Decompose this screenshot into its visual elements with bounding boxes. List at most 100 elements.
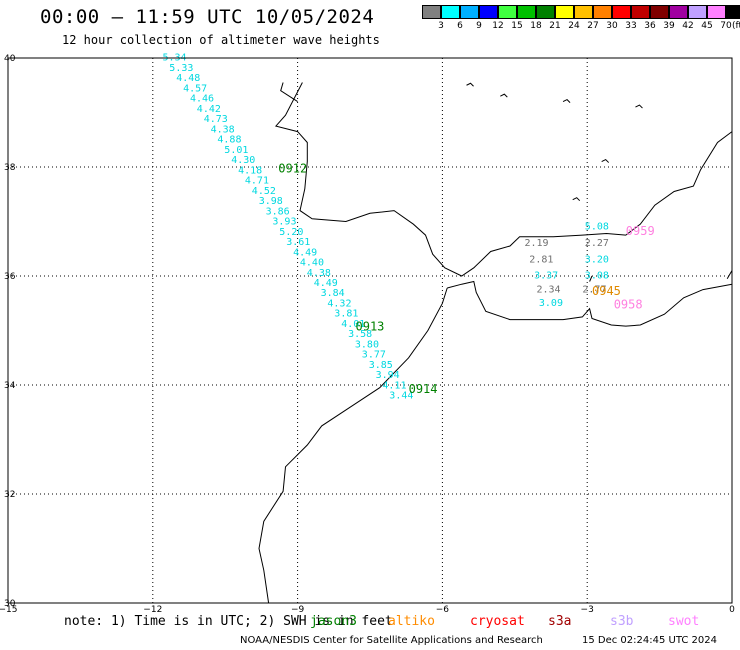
wave-height-value: 3.80 [355, 339, 379, 350]
wave-height-value: 3.09 [539, 298, 563, 309]
satellite-s3a: s3a [548, 614, 572, 629]
satellite-cryosat: cryosat [470, 614, 525, 629]
satellite-s3b: s3b [610, 614, 634, 629]
legend-swatch [441, 5, 460, 19]
wave-height-value: 4.30 [231, 155, 255, 166]
legend-label: 9 [476, 21, 482, 31]
legend-swatch [422, 5, 441, 19]
map-subtitle: 12 hour collection of altimeter wave hei… [62, 33, 380, 47]
coastline-segment [274, 82, 733, 277]
wave-height-value: 4.38 [307, 268, 331, 279]
pass-time-label: 0959 [626, 224, 655, 238]
wave-height-values: 5.345.334.484.574.464.424.734.384.885.01… [163, 53, 609, 402]
wave-height-value: 3.81 [334, 309, 358, 320]
x-tick-label: −3 [581, 605, 594, 615]
map-frame [7, 57, 733, 604]
wave-height-value: 2.27 [585, 238, 609, 249]
legend-swatch [688, 5, 707, 19]
y-tick-label: 40 [4, 54, 16, 64]
wave-height-value: 3.86 [266, 206, 290, 217]
satellite-altiko: altiko [388, 614, 435, 629]
wave-height-value: 4.32 [327, 299, 351, 310]
legend-swatch [669, 5, 688, 19]
wave-height-value: 4.88 [217, 135, 241, 146]
wave-height-value: 2.81 [529, 254, 553, 265]
legend-swatch [612, 5, 631, 19]
wave-height-value: 5.01 [224, 145, 248, 156]
x-tick-label: 0 [729, 605, 735, 615]
coastline [258, 82, 733, 604]
coastline-segment [447, 280, 733, 327]
legend-label: 39 [663, 21, 675, 31]
inland-feature [601, 158, 610, 163]
legend-swatch [498, 5, 517, 19]
wave-height-value: 4.57 [183, 83, 207, 94]
pass-time-label: 0913 [356, 320, 385, 334]
legend-label: 33 [625, 21, 637, 31]
legend-swatch [593, 5, 612, 19]
x-tick-label: −12 [143, 605, 162, 615]
legend-label: 42 [682, 21, 694, 31]
satellite-swot: swot [668, 614, 700, 629]
wave-height-value: 4.49 [293, 247, 317, 258]
inland-feature [466, 82, 474, 87]
inland-feature [635, 104, 643, 109]
pass-time-label: 0912 [278, 162, 307, 176]
wave-height-value: 3.44 [389, 391, 413, 402]
legend-label: 45 [701, 21, 713, 31]
wave-height-value: 3.08 [585, 271, 609, 282]
legend-label: 21 [549, 21, 561, 31]
wave-height-value: 3.84 [321, 288, 345, 299]
satellite-jason3: jason3 [310, 614, 357, 629]
wave-height-value: 4.48 [176, 73, 200, 84]
y-tick-label: 30 [4, 599, 16, 609]
wave-height-value: 3.20 [585, 254, 609, 265]
pass-time-label: 0958 [614, 298, 643, 312]
wave-height-value: 4.11 [382, 380, 406, 391]
wave-height-value: 3.93 [272, 217, 296, 228]
wave-height-value: 4.38 [211, 124, 235, 135]
legend-swatch [650, 5, 669, 19]
x-tick-label: −9 [291, 605, 305, 615]
coastline-segment [280, 82, 298, 103]
wave-height-value: 3.58 [348, 329, 372, 340]
wave-height-value: 4.71 [245, 176, 269, 187]
legend-swatch [517, 5, 536, 19]
wave-height-value: 3.77 [362, 350, 386, 361]
legend-label: 70 [720, 21, 732, 31]
legend-swatch [479, 5, 498, 19]
y-tick-label: 32 [4, 490, 15, 500]
wave-height-value: 2.34 [537, 284, 561, 295]
wave-height-value: 3.61 [286, 237, 310, 248]
inland-feature [500, 93, 508, 98]
wave-height-value: 4.42 [197, 104, 221, 115]
wave-height-value: 4.40 [300, 258, 324, 269]
wave-height-value: 4.18 [238, 165, 262, 176]
legend-label: 24 [568, 21, 580, 31]
wave-height-value: 5.08 [585, 222, 609, 233]
wave-height-value: 5.20 [279, 227, 303, 238]
wave-height-value: 3.85 [369, 360, 393, 371]
legend-unit: (ft) [732, 21, 740, 31]
legend-swatch [574, 5, 593, 19]
wave-height-value: 3.94 [376, 370, 400, 381]
legend-label: 27 [587, 21, 599, 31]
wave-height-value: 2.77 [582, 284, 606, 295]
pass-time-label: 0945 [592, 284, 621, 298]
wave-height-value: 4.46 [190, 94, 214, 105]
graticule [8, 58, 732, 603]
map-title: 00:00 – 11:59 UTC 10/05/2024 [40, 6, 375, 28]
coastline-segment [726, 270, 733, 279]
wave-height-value: 3.37 [534, 271, 558, 282]
y-tick-label: 38 [4, 163, 16, 173]
footnote: note: 1) Time is in UTC; 2) SWH is in fe… [64, 614, 393, 629]
legend-swatch [726, 5, 740, 19]
wave-height-value: 3.98 [259, 196, 283, 207]
axis-ticks: −15 −12 −9 −6 −3 0 40 38 36 34 32 30 [0, 54, 735, 615]
legend-label: 12 [492, 21, 504, 31]
pass-time-label: 0914 [409, 382, 438, 396]
inland-feature [562, 98, 571, 103]
inland-feature [572, 197, 581, 202]
y-tick-label: 36 [4, 272, 16, 282]
